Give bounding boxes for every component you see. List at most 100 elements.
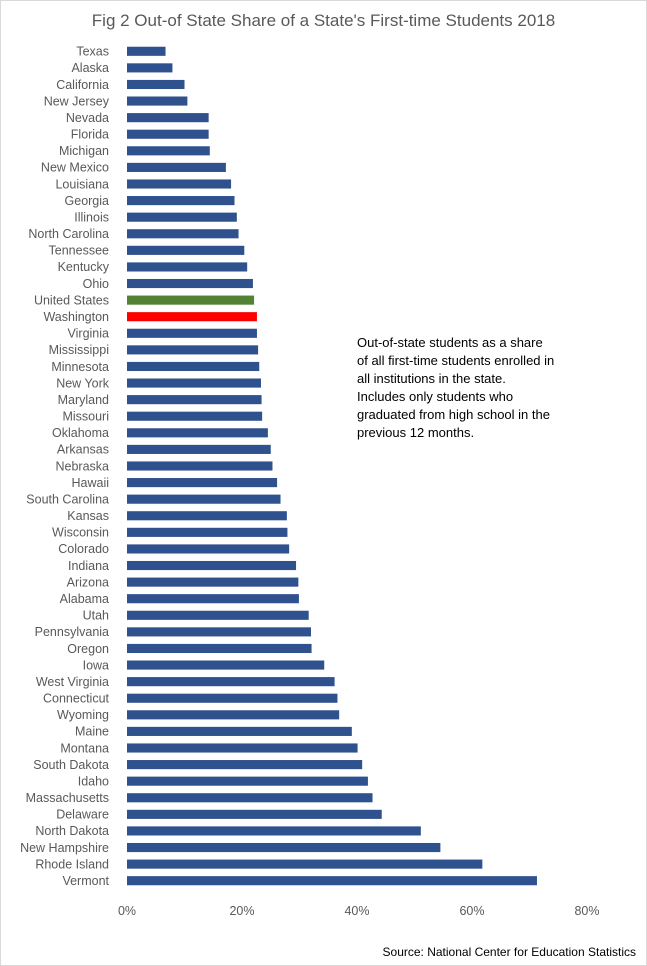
category-label: Nevada: [66, 111, 109, 125]
bar-kansas: [127, 511, 287, 521]
category-label: Kentucky: [58, 260, 110, 274]
bar-west-virginia: [127, 677, 335, 687]
bar-north-carolina: [127, 229, 239, 239]
category-label: Wisconsin: [52, 526, 109, 540]
category-label: Minnesota: [51, 360, 109, 374]
category-label: Kansas: [67, 509, 109, 523]
category-label: New Jersey: [44, 94, 110, 108]
category-label: Washington: [43, 310, 109, 324]
category-label: Oregon: [67, 642, 109, 656]
bar-connecticut: [127, 693, 338, 703]
bar-new-mexico: [127, 162, 226, 172]
bar-georgia: [127, 196, 235, 206]
bar-washington: [127, 312, 257, 322]
bar-louisiana: [127, 179, 232, 189]
bar-tennessee: [127, 245, 245, 255]
category-label: Massachusetts: [26, 791, 109, 805]
category-label: Pennsylvania: [35, 625, 109, 639]
bar-hawaii: [127, 478, 278, 488]
category-label: Montana: [60, 741, 109, 755]
bar-maine: [127, 726, 352, 736]
category-label: Arizona: [67, 575, 109, 589]
category-label: Vermont: [62, 874, 109, 888]
bar-north-dakota: [127, 826, 421, 836]
bar-nebraska: [127, 461, 273, 471]
chart-annotation: Out-of-state students as a share of all …: [357, 335, 555, 440]
category-label: Wyoming: [57, 708, 109, 722]
x-tick-label: 80%: [574, 904, 599, 918]
category-label: Mississippi: [49, 343, 109, 357]
category-label: North Carolina: [28, 227, 109, 241]
x-tick-label: 60%: [459, 904, 484, 918]
category-label: Hawaii: [71, 476, 109, 490]
category-label: New Hampshire: [20, 841, 109, 855]
bar-wyoming: [127, 710, 340, 720]
bar-massachusetts: [127, 793, 373, 803]
category-label: Delaware: [56, 808, 109, 822]
category-label: Alaska: [71, 61, 109, 75]
bar-vermont: [127, 876, 537, 886]
bar-new-york: [127, 378, 261, 388]
bar-south-dakota: [127, 760, 363, 770]
bar-montana: [127, 743, 358, 753]
bar-oklahoma: [127, 428, 268, 438]
chart-title: Fig 2 Out-of State Share of a State's Fi…: [91, 11, 556, 30]
category-label: Texas: [76, 45, 109, 59]
bar-florida: [127, 129, 209, 139]
x-tick-label: 20%: [229, 904, 254, 918]
bar-mississippi: [127, 345, 259, 355]
category-label: New Mexico: [41, 161, 109, 175]
bar-new-hampshire: [127, 842, 441, 853]
bar-michigan: [127, 146, 210, 156]
bar-oregon: [127, 643, 312, 654]
category-label: Colorado: [58, 542, 109, 556]
bar-california: [127, 79, 185, 90]
category-label: Arkansas: [57, 443, 109, 457]
category-label: Missouri: [62, 410, 109, 424]
category-label: Oklahoma: [52, 426, 109, 440]
x-tick-label: 40%: [344, 904, 369, 918]
bar-indiana: [127, 560, 297, 571]
category-label: California: [56, 78, 109, 92]
bar-idaho: [127, 776, 368, 786]
category-label: Illinois: [74, 210, 109, 224]
bar-texas: [127, 46, 166, 56]
bar-iowa: [127, 660, 325, 670]
bar-new-jersey: [127, 96, 188, 106]
category-label: Ohio: [83, 277, 109, 291]
category-label: Louisiana: [55, 177, 109, 191]
category-label: Georgia: [65, 194, 110, 208]
bar-virginia: [127, 328, 257, 338]
bar-alaska: [127, 63, 173, 73]
category-label: South Carolina: [26, 492, 109, 506]
bar-rhode-island: [127, 859, 483, 869]
category-label: South Dakota: [33, 758, 109, 772]
bar-ohio: [127, 278, 253, 289]
category-label: Utah: [83, 609, 109, 623]
bar-illinois: [127, 212, 237, 222]
category-label: Tennessee: [49, 244, 110, 258]
bar-missouri: [127, 411, 263, 421]
category-label: New York: [56, 376, 110, 390]
category-label: Maryland: [58, 393, 109, 407]
category-label: Virginia: [68, 327, 110, 341]
bar-nevada: [127, 113, 209, 123]
category-label: Alabama: [60, 592, 109, 606]
category-label: Idaho: [78, 774, 109, 788]
category-label: Michigan: [59, 144, 109, 158]
category-label: Indiana: [68, 559, 109, 573]
bar-alabama: [127, 594, 299, 604]
bar-wisconsin: [127, 527, 288, 537]
category-label: Rhode Island: [35, 857, 109, 871]
bar-colorado: [127, 544, 290, 554]
bar-kentucky: [127, 262, 248, 272]
bar-maryland: [127, 395, 262, 405]
x-tick-label: 0%: [118, 904, 136, 918]
bar-arizona: [127, 577, 299, 587]
bar-arkansas: [127, 444, 271, 454]
bar-utah: [127, 610, 309, 620]
category-label: United States: [34, 293, 109, 307]
category-label: Florida: [71, 128, 109, 142]
